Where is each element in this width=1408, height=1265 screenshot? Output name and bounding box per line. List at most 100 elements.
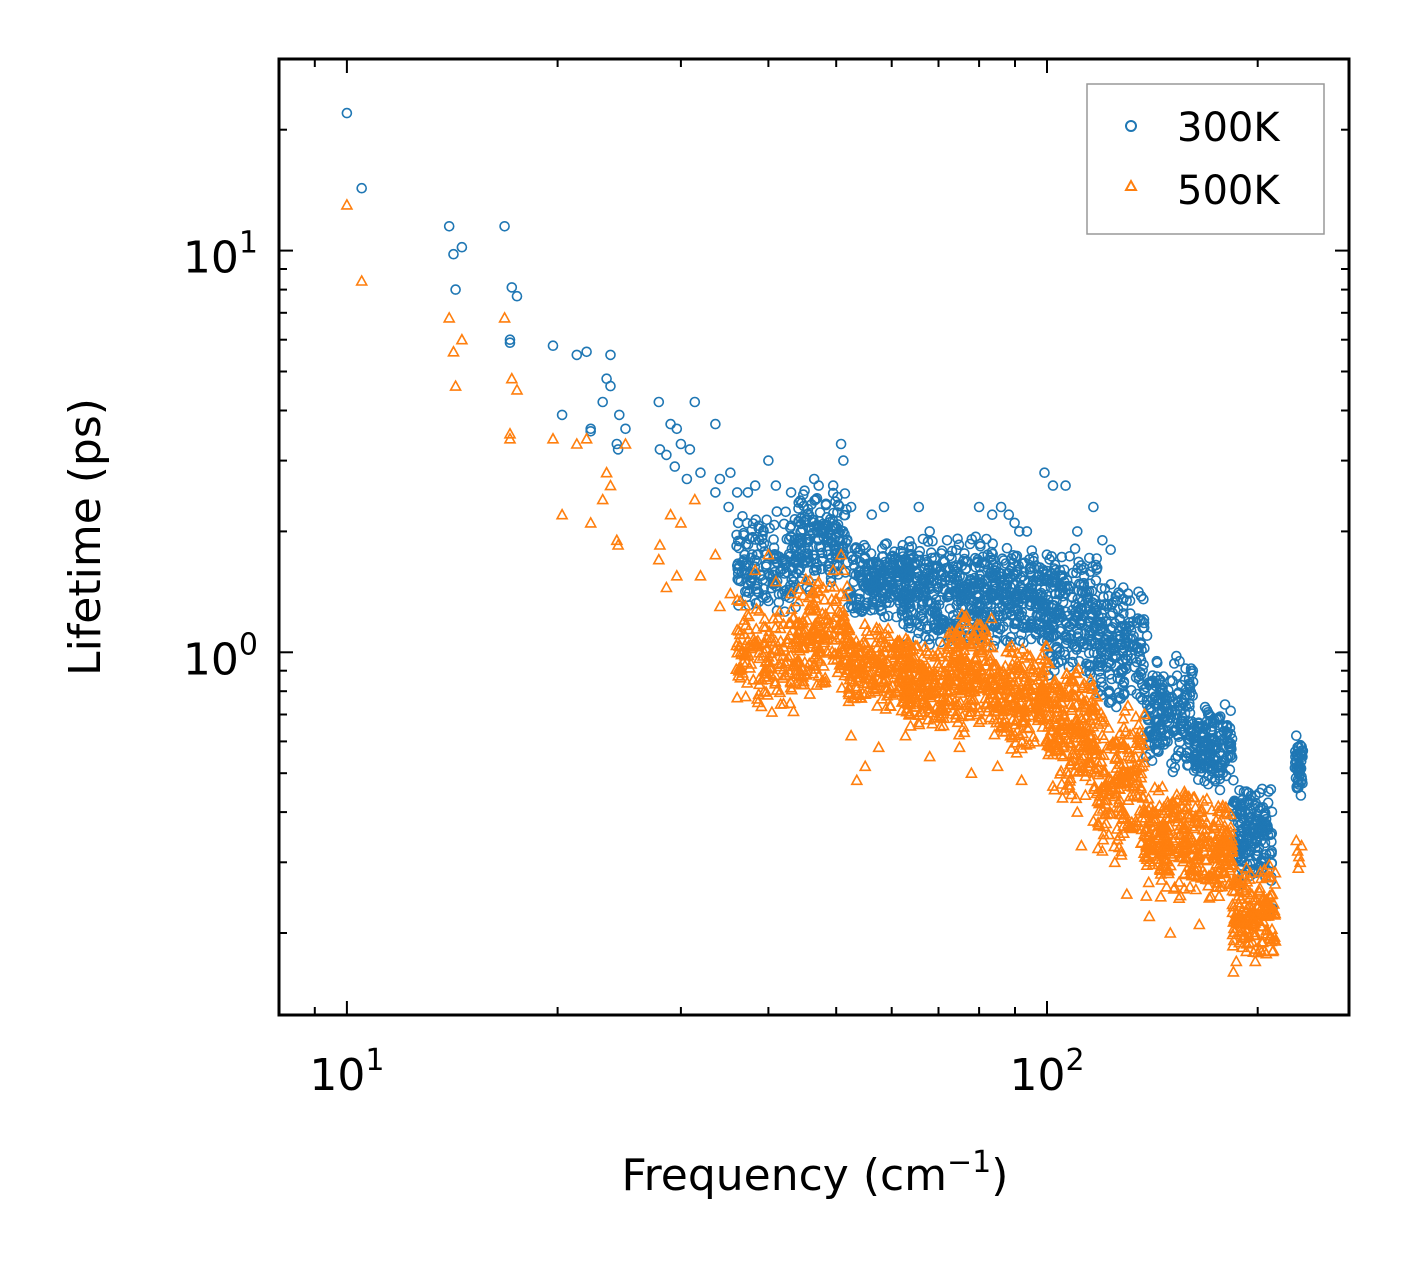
marker-500k xyxy=(1130,776,1144,788)
marker-300k xyxy=(504,334,516,346)
marker-500k xyxy=(1040,681,1054,694)
marker-500k xyxy=(926,648,940,660)
marker-300k xyxy=(859,552,871,564)
marker-500k xyxy=(610,533,624,546)
marker-500k xyxy=(752,651,766,664)
marker-300k xyxy=(1172,750,1183,762)
marker-300k xyxy=(914,545,926,557)
marker-300k xyxy=(1122,588,1134,600)
marker-300k xyxy=(1153,724,1165,735)
marker-300k xyxy=(571,349,583,361)
marker-300k xyxy=(816,555,828,567)
marker-500k xyxy=(1078,727,1091,740)
marker-500k xyxy=(1106,737,1119,750)
marker-300k xyxy=(1239,807,1251,818)
marker-300k xyxy=(1054,589,1065,600)
marker-500k xyxy=(1239,917,1253,930)
marker-300k xyxy=(1295,739,1306,751)
marker-500k xyxy=(498,311,511,323)
marker-500k xyxy=(1129,710,1143,722)
marker-500k xyxy=(889,685,903,698)
marker-500k xyxy=(844,729,858,741)
marker-300k xyxy=(1093,654,1104,666)
marker-300k xyxy=(973,501,985,513)
marker-500k xyxy=(864,666,877,678)
marker-500k xyxy=(1079,788,1092,801)
marker-500k xyxy=(952,697,965,709)
marker-300k xyxy=(1234,807,1245,819)
marker-300k xyxy=(944,563,956,575)
marker-300k xyxy=(675,438,687,450)
marker-300k xyxy=(1199,701,1211,713)
marker-500k xyxy=(731,669,745,681)
marker-300k xyxy=(1158,671,1169,682)
marker-500k xyxy=(977,625,991,637)
marker-500k xyxy=(1204,846,1217,858)
marker-500k xyxy=(818,593,831,605)
marker-500k xyxy=(1088,762,1101,775)
marker-500k xyxy=(954,695,967,708)
marker-500k xyxy=(1265,922,1279,935)
marker-500k xyxy=(1112,795,1126,808)
marker-300k xyxy=(1169,762,1181,773)
marker-500k xyxy=(773,685,787,698)
marker-300k xyxy=(654,444,666,455)
marker-300k xyxy=(1195,723,1206,735)
marker-500k xyxy=(1054,712,1068,725)
marker-500k xyxy=(1194,814,1208,827)
marker-500k xyxy=(1093,795,1106,808)
marker-500k xyxy=(882,629,895,642)
marker-500k xyxy=(1094,706,1108,719)
marker-300k xyxy=(989,589,1000,601)
marker-300k xyxy=(1041,565,1053,577)
marker-500k xyxy=(849,679,863,692)
marker-300k xyxy=(802,548,814,559)
marker-300k xyxy=(1161,694,1173,706)
marker-500k xyxy=(855,655,869,668)
marker-500k xyxy=(962,674,975,686)
marker-300k xyxy=(795,495,806,506)
marker-500k xyxy=(447,345,460,357)
marker-500k xyxy=(991,759,1004,772)
marker-500k xyxy=(824,602,837,614)
marker-300k xyxy=(1224,764,1236,776)
marker-300k xyxy=(1266,827,1278,839)
marker-500k xyxy=(688,492,702,505)
marker-500k xyxy=(1091,794,1105,807)
marker-500k xyxy=(1009,714,1023,726)
marker-300k xyxy=(995,501,1007,513)
marker-300k xyxy=(865,559,877,571)
marker-300k xyxy=(742,539,754,550)
marker-300k xyxy=(751,555,763,567)
marker-500k xyxy=(884,699,897,712)
marker-300k xyxy=(961,579,973,591)
marker-300k xyxy=(752,548,764,560)
marker-500k xyxy=(830,633,843,645)
marker-500k xyxy=(752,677,766,690)
marker-500k xyxy=(903,708,917,720)
marker-300k xyxy=(1088,501,1099,513)
marker-300k xyxy=(1099,634,1111,646)
marker-500k xyxy=(890,636,904,648)
marker-500k xyxy=(1231,910,1245,922)
marker-300k xyxy=(1222,751,1234,762)
marker-500k xyxy=(1097,748,1111,761)
marker-500k xyxy=(1264,870,1278,882)
y-tick-label-exponent: 1 xyxy=(239,226,258,261)
marker-500k xyxy=(842,694,856,707)
marker-500k xyxy=(1247,893,1261,905)
marker-300k xyxy=(879,611,890,623)
marker-300k xyxy=(1236,853,1247,864)
marker-500k xyxy=(1243,898,1256,911)
marker-300k xyxy=(904,579,915,591)
marker-300k xyxy=(956,594,967,606)
marker-300k xyxy=(1138,622,1150,633)
marker-500k xyxy=(1041,720,1055,732)
marker-300k xyxy=(1214,714,1225,726)
marker-500k xyxy=(758,612,772,624)
marker-500k xyxy=(835,657,848,670)
marker-300k xyxy=(735,575,747,587)
marker-500k xyxy=(1054,764,1068,776)
marker-300k xyxy=(936,545,948,557)
marker-300k xyxy=(1238,786,1250,798)
